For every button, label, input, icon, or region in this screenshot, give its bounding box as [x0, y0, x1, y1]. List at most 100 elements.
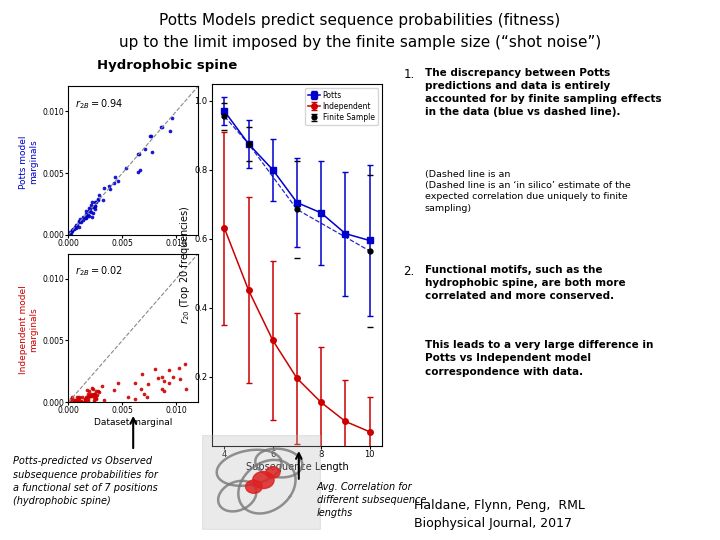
Point — [73, 218, 85, 227]
Point — [86, 391, 98, 400]
Point — [88, 390, 99, 399]
Point — [72, 396, 84, 405]
Point — [88, 393, 99, 402]
Point — [133, 149, 145, 158]
Point — [99, 396, 110, 404]
Point — [141, 393, 153, 401]
Text: up to the limit imposed by the finite sample size (“shot noise”): up to the limit imposed by the finite sa… — [119, 35, 601, 50]
Point — [89, 198, 101, 207]
Point — [108, 179, 120, 188]
Text: $r_{2B} = 0.02$: $r_{2B} = 0.02$ — [75, 264, 123, 278]
X-axis label: Subsequence Length: Subsequence Length — [246, 462, 348, 472]
Point — [130, 379, 141, 388]
Point — [81, 393, 93, 402]
Point — [84, 387, 95, 396]
Point — [121, 164, 132, 172]
Point — [67, 225, 78, 233]
Point — [72, 397, 84, 406]
Point — [164, 127, 176, 136]
Point — [90, 395, 102, 403]
Point — [84, 390, 95, 399]
Point — [81, 213, 92, 221]
Point — [70, 223, 81, 232]
Text: Potts-predicted vs Observed
subsequence probabilities for
a functional set of 7 : Potts-predicted vs Observed subsequence … — [13, 456, 158, 506]
Point — [84, 211, 95, 220]
Point — [180, 385, 192, 394]
Point — [91, 198, 102, 206]
Point — [96, 381, 108, 390]
Point — [85, 201, 96, 210]
Text: Potts Models predict sequence probabilities (fitness): Potts Models predict sequence probabilit… — [159, 14, 561, 29]
Text: Avg. Correlation for
different subsequence
lengths: Avg. Correlation for different subsequen… — [317, 482, 426, 518]
Point — [80, 214, 91, 222]
Point — [109, 386, 120, 394]
Point — [92, 195, 104, 204]
Point — [65, 397, 76, 406]
Point — [158, 387, 170, 396]
Point — [75, 214, 86, 223]
Point — [112, 177, 124, 185]
Point — [65, 395, 76, 403]
Point — [64, 228, 76, 237]
Point — [70, 220, 81, 229]
Text: (Dashed line is an ‘in silico’ estimate of the
expected correlation due uniquely: (Dashed line is an ‘in silico’ estimate … — [425, 181, 631, 213]
Text: Independent model
marginals: Independent model marginals — [19, 285, 38, 374]
Point — [142, 380, 153, 388]
Point — [80, 393, 91, 402]
Point — [89, 397, 100, 406]
Legend: Potts, Independent, Finite Sample: Potts, Independent, Finite Sample — [305, 87, 378, 125]
Text: 1.: 1. — [403, 68, 415, 80]
Point — [94, 388, 105, 396]
Point — [79, 214, 91, 223]
Point — [92, 387, 104, 396]
Point — [89, 204, 101, 213]
Point — [139, 145, 150, 154]
Point — [122, 393, 134, 401]
Point — [155, 123, 166, 132]
Point — [81, 386, 93, 394]
Point — [137, 369, 148, 378]
Point — [83, 207, 94, 215]
Point — [83, 396, 94, 405]
Text: 2.: 2. — [403, 265, 415, 278]
Point — [86, 384, 98, 393]
Point — [145, 132, 157, 140]
Point — [94, 190, 105, 199]
Point — [76, 396, 87, 405]
Y-axis label: $r_{20}$ (Top 20 frequencies): $r_{20}$ (Top 20 frequencies) — [178, 205, 192, 324]
Text: Haldane, Flynn, Peng,  RML
Biophysical Journal, 2017: Haldane, Flynn, Peng, RML Biophysical Jo… — [414, 500, 585, 530]
Circle shape — [246, 480, 262, 494]
Point — [112, 379, 124, 387]
Point — [156, 384, 168, 393]
Point — [144, 132, 156, 140]
Point — [80, 210, 91, 218]
Point — [86, 198, 98, 207]
Point — [104, 184, 116, 193]
Circle shape — [266, 467, 280, 478]
Point — [99, 184, 110, 192]
Point — [89, 390, 100, 399]
Point — [129, 394, 140, 403]
Point — [84, 204, 95, 212]
Point — [103, 182, 114, 191]
Point — [73, 217, 85, 226]
Point — [109, 173, 121, 181]
Point — [73, 222, 84, 231]
Point — [88, 390, 99, 399]
Point — [91, 387, 102, 395]
Point — [78, 397, 90, 406]
Point — [68, 395, 80, 404]
Text: $r_{2B} = 0.94$: $r_{2B} = 0.94$ — [75, 97, 123, 111]
Point — [135, 384, 147, 393]
Point — [90, 202, 102, 211]
Point — [71, 221, 82, 230]
Point — [66, 393, 77, 401]
Point — [68, 225, 80, 233]
Point — [158, 377, 170, 386]
Point — [163, 366, 175, 375]
Point — [92, 194, 104, 203]
X-axis label: Dataset marginal: Dataset marginal — [94, 418, 172, 427]
Point — [72, 395, 84, 404]
Point — [88, 395, 99, 404]
Point — [168, 373, 179, 381]
